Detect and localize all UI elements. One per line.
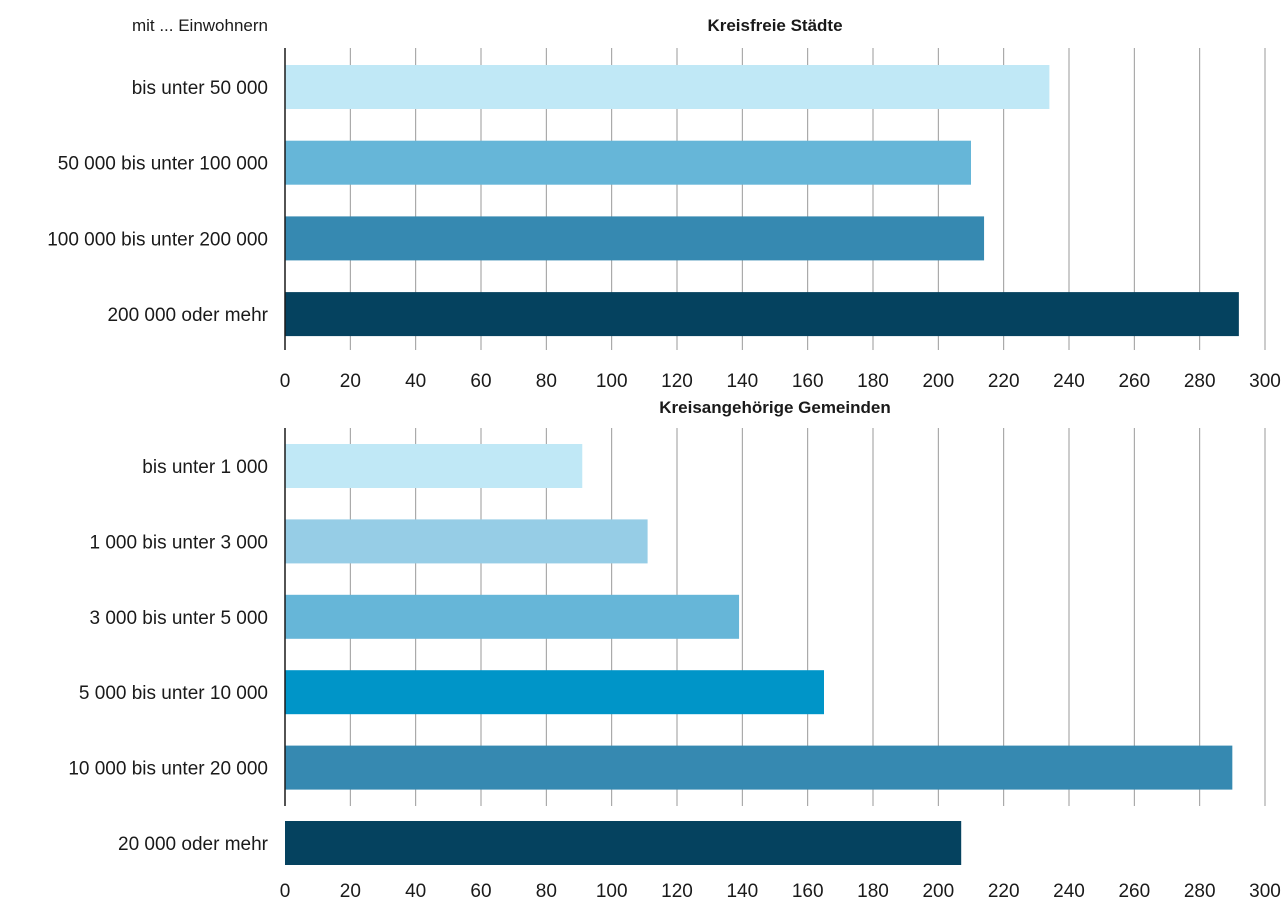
x-tick-label: 80 xyxy=(536,371,557,392)
bar xyxy=(285,745,1233,790)
chart-title: Kreisfreie Städte xyxy=(707,16,842,35)
category-axis-header: mit ... Einwohnern xyxy=(132,16,268,35)
x-tick-label: 100 xyxy=(596,371,628,392)
category-label: 1 000 bis unter 3 000 xyxy=(89,532,268,553)
x-tick-label: 240 xyxy=(1053,881,1085,902)
x-tick-label: 20 xyxy=(340,371,361,392)
x-tick-label: 120 xyxy=(661,371,693,392)
x-tick-label: 300 xyxy=(1249,371,1281,392)
x-tick-label: 180 xyxy=(857,371,889,392)
x-tick-label: 20 xyxy=(340,881,361,902)
bar xyxy=(285,670,824,715)
x-tick-label: 0 xyxy=(280,881,291,902)
x-tick-label: 220 xyxy=(988,371,1020,392)
x-tick-label: 260 xyxy=(1118,371,1150,392)
bar xyxy=(285,444,583,488)
x-tick-label: 200 xyxy=(922,371,954,392)
x-tick-label: 220 xyxy=(988,881,1020,902)
category-label: 10 000 bis unter 20 000 xyxy=(68,759,268,780)
category-label: 200 000 oder mehr xyxy=(107,305,268,326)
category-label: 50 000 bis unter 100 000 xyxy=(58,154,268,175)
bar xyxy=(285,65,1050,109)
x-tick-label: 160 xyxy=(792,881,824,902)
bar xyxy=(285,292,1239,337)
category-label: 3 000 bis unter 5 000 xyxy=(89,608,268,629)
x-tick-label: 260 xyxy=(1118,881,1150,902)
category-label: 20 000 oder mehr xyxy=(118,834,269,855)
x-tick-label: 80 xyxy=(536,881,557,902)
bar xyxy=(285,594,740,639)
category-label: bis unter 50 000 xyxy=(132,78,268,99)
category-label: 100 000 bis unter 200 000 xyxy=(47,229,268,250)
x-tick-label: 120 xyxy=(661,881,693,902)
bar xyxy=(285,519,648,564)
panel-kreisfreie-staedte: Kreisfreie Städte 0 20 40 60 80 100 120 140 160 18… xyxy=(47,16,1281,392)
x-tick-label: 160 xyxy=(792,371,824,392)
x-tick-label: 140 xyxy=(726,371,758,392)
x-tick-label: 40 xyxy=(405,371,426,392)
category-label: 5 000 bis unter 10 000 xyxy=(79,683,268,704)
x-tick-label: 140 xyxy=(726,881,758,902)
x-tick-label: 240 xyxy=(1053,371,1085,392)
bar xyxy=(285,821,962,865)
chart-title: Kreisangehörige Gemeinden xyxy=(659,398,890,417)
x-tick-label: 300 xyxy=(1249,881,1281,902)
bar xyxy=(285,140,971,185)
x-tick-label: 280 xyxy=(1184,371,1216,392)
x-tick-label: 60 xyxy=(470,371,491,392)
category-label: bis unter 1 000 xyxy=(142,457,268,478)
x-tick-label: 60 xyxy=(470,881,491,902)
x-tick-label: 280 xyxy=(1184,881,1216,902)
x-tick-label: 0 xyxy=(280,371,291,392)
x-tick-label: 200 xyxy=(922,881,954,902)
x-tick-label: 180 xyxy=(857,881,889,902)
panel-kreisangehoerige-gemeinden: Kreisangehörige Gemeinden 0 20 40 60 80 100 120… xyxy=(68,398,1281,902)
x-tick-label: 40 xyxy=(405,881,426,902)
x-tick-label: 100 xyxy=(596,881,628,902)
bar xyxy=(285,216,985,261)
